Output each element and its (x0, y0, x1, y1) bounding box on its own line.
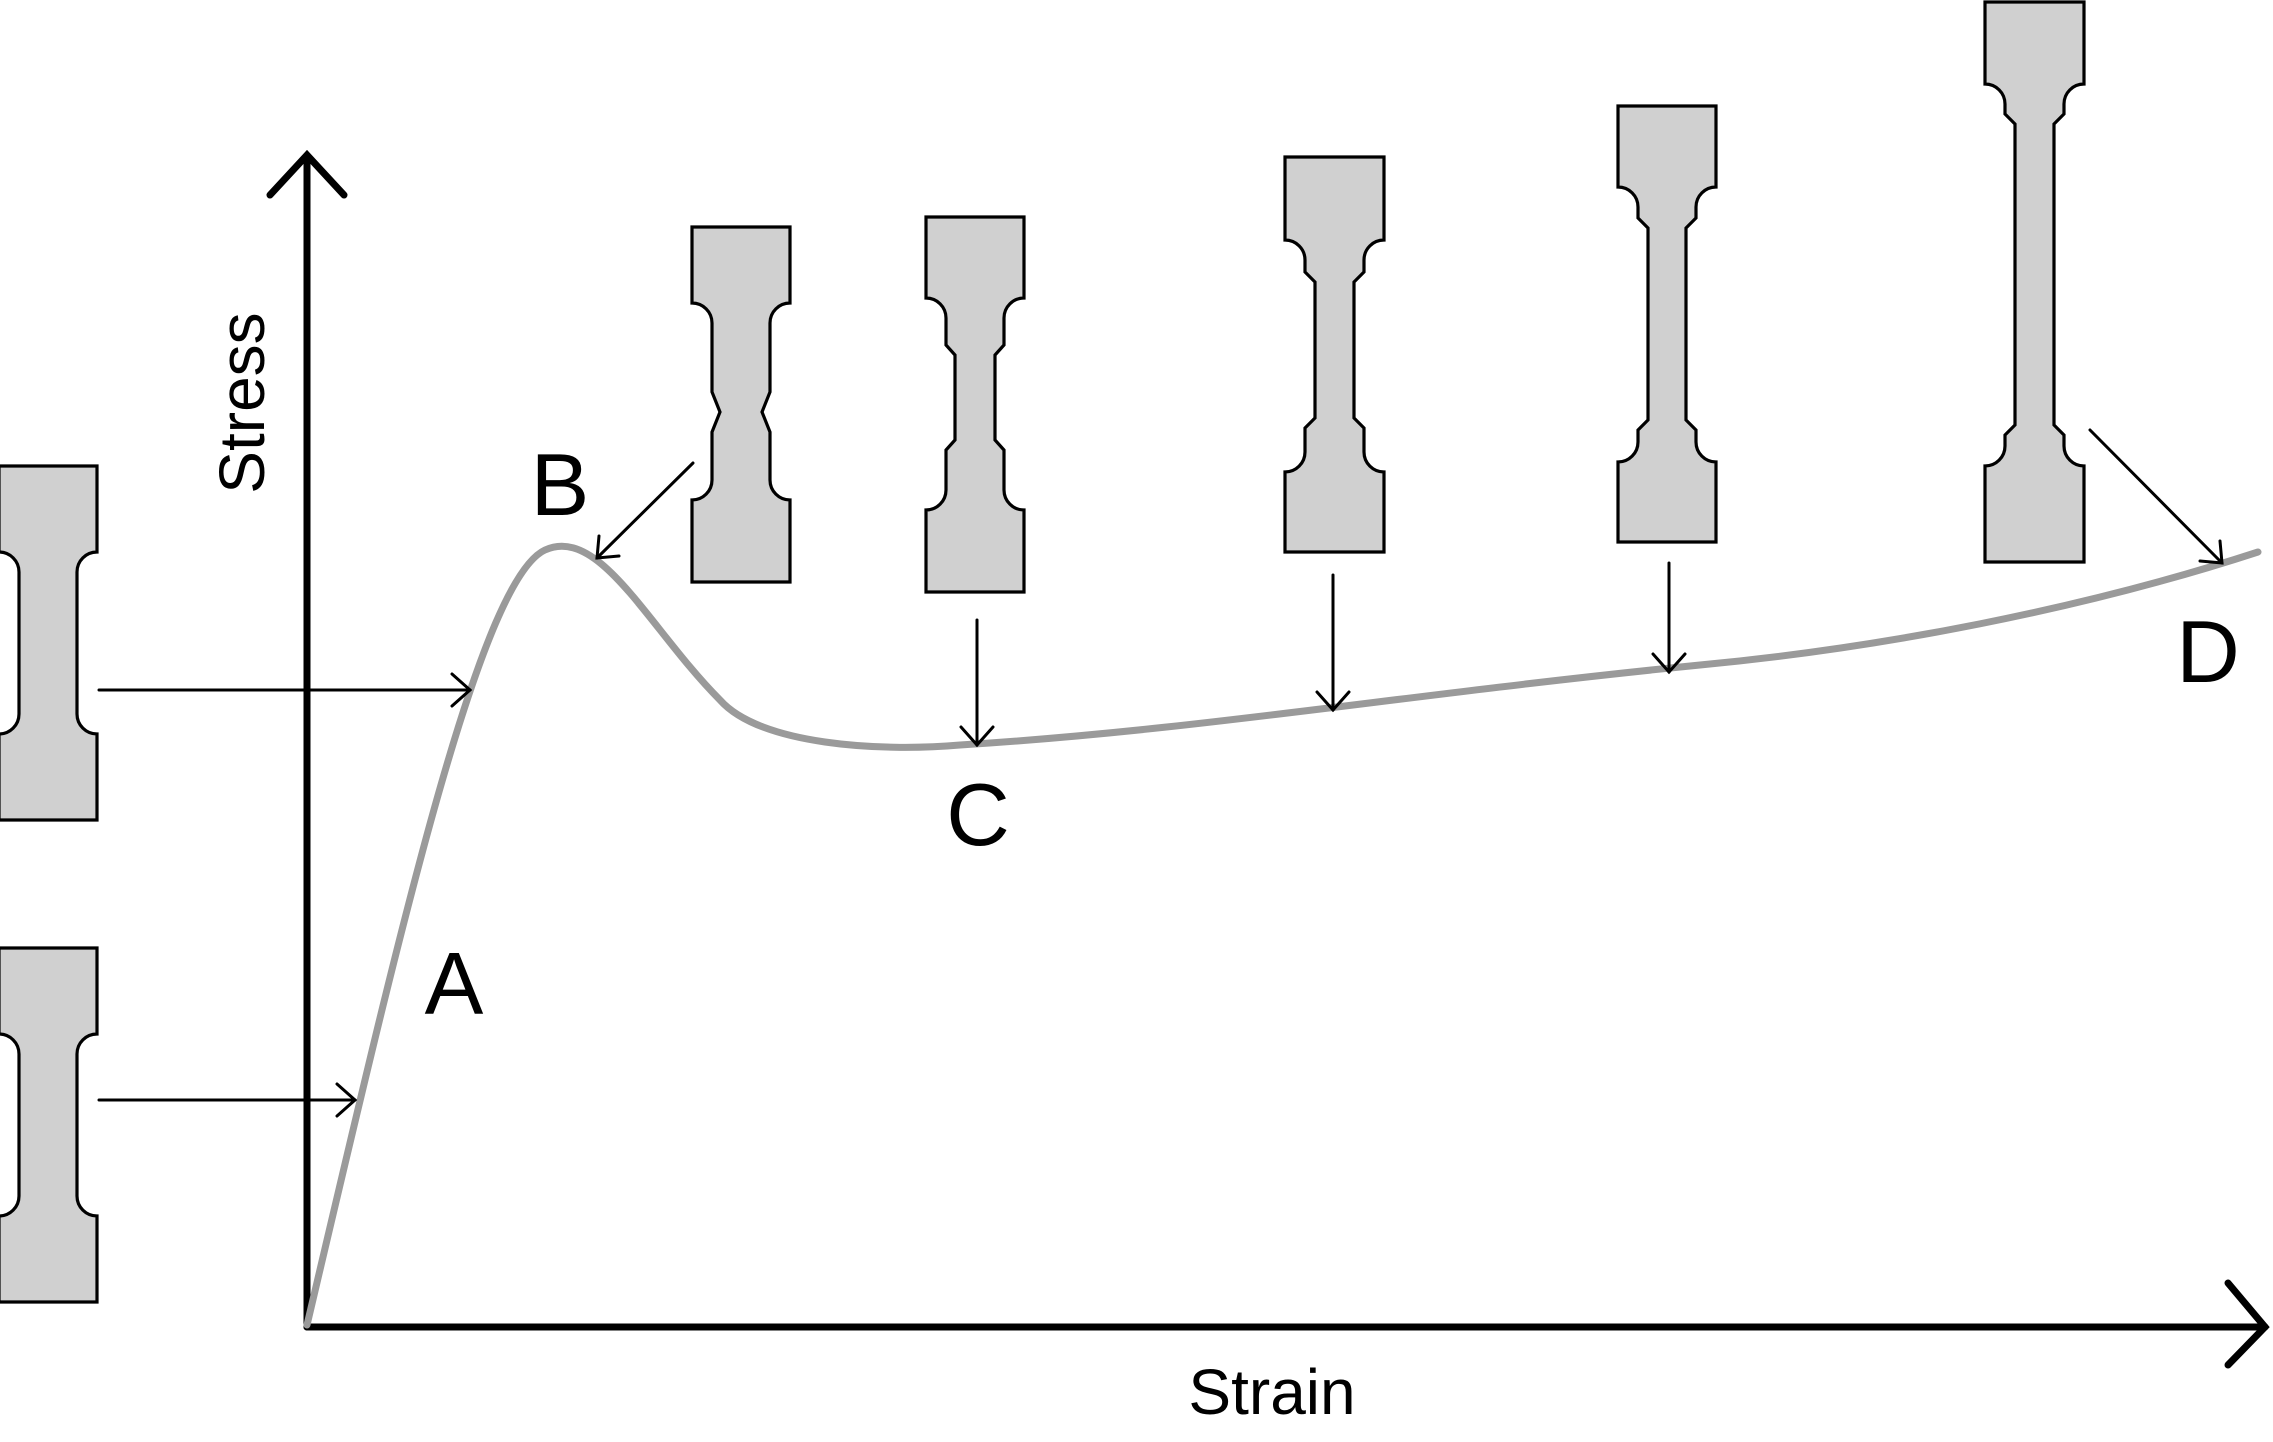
arrow-drawing-3 (2088, 428, 2224, 565)
arrow-yield-point (595, 461, 695, 560)
x-axis (303, 1279, 2270, 1369)
x-axis-label: Strain (1188, 1356, 1355, 1428)
arrow-necking-point (959, 618, 995, 748)
necking-specimen (924, 215, 1026, 594)
y-axis (266, 149, 348, 1331)
point-c-label: C (946, 765, 1010, 864)
yield-specimen (690, 225, 792, 584)
arrow-drawing-2 (1651, 561, 1687, 675)
arrow-drawing-1 (1315, 573, 1351, 713)
y-axis-label: Stress (206, 312, 278, 493)
arrow-elastic-lower (97, 1082, 358, 1118)
drawing-specimen-1 (1283, 155, 1386, 554)
point-d-label: D (2176, 602, 2240, 701)
stress-strain-curve (303, 542, 2262, 1329)
drawing-specimen-3 (1983, 0, 2086, 564)
point-b-label: B (531, 435, 590, 534)
point-a-label: A (425, 934, 484, 1033)
elastic-specimen (0, 464, 99, 822)
arrow-elastic-upper (97, 672, 473, 708)
drawing-specimen-2 (1616, 104, 1718, 544)
undeformed-specimen-lower (0, 946, 99, 1304)
